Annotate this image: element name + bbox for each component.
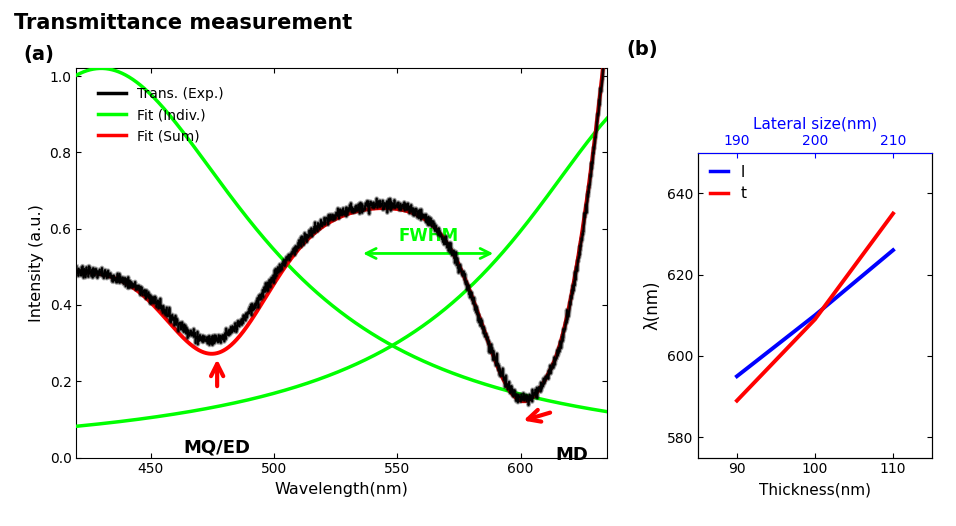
Y-axis label: λ(nm): λ(nm) xyxy=(643,280,662,330)
X-axis label: Thickness(nm): Thickness(nm) xyxy=(759,482,871,497)
Text: (b): (b) xyxy=(626,40,658,59)
Y-axis label: Intensity (a.u.): Intensity (a.u.) xyxy=(29,204,44,322)
Text: Transmittance measurement: Transmittance measurement xyxy=(14,13,353,33)
X-axis label: Wavelength(nm): Wavelength(nm) xyxy=(274,482,409,497)
X-axis label: Lateral size(nm): Lateral size(nm) xyxy=(753,116,877,131)
Text: MD: MD xyxy=(555,446,588,464)
Text: FWHM: FWHM xyxy=(398,227,458,245)
Legend: Trans. (Exp.), Fit (Indiv.), Fit (Sum): Trans. (Exp.), Fit (Indiv.), Fit (Sum) xyxy=(94,83,228,147)
Text: (a): (a) xyxy=(23,45,54,65)
Text: MQ/ED: MQ/ED xyxy=(184,439,250,457)
Legend: l, t: l, t xyxy=(706,160,751,206)
